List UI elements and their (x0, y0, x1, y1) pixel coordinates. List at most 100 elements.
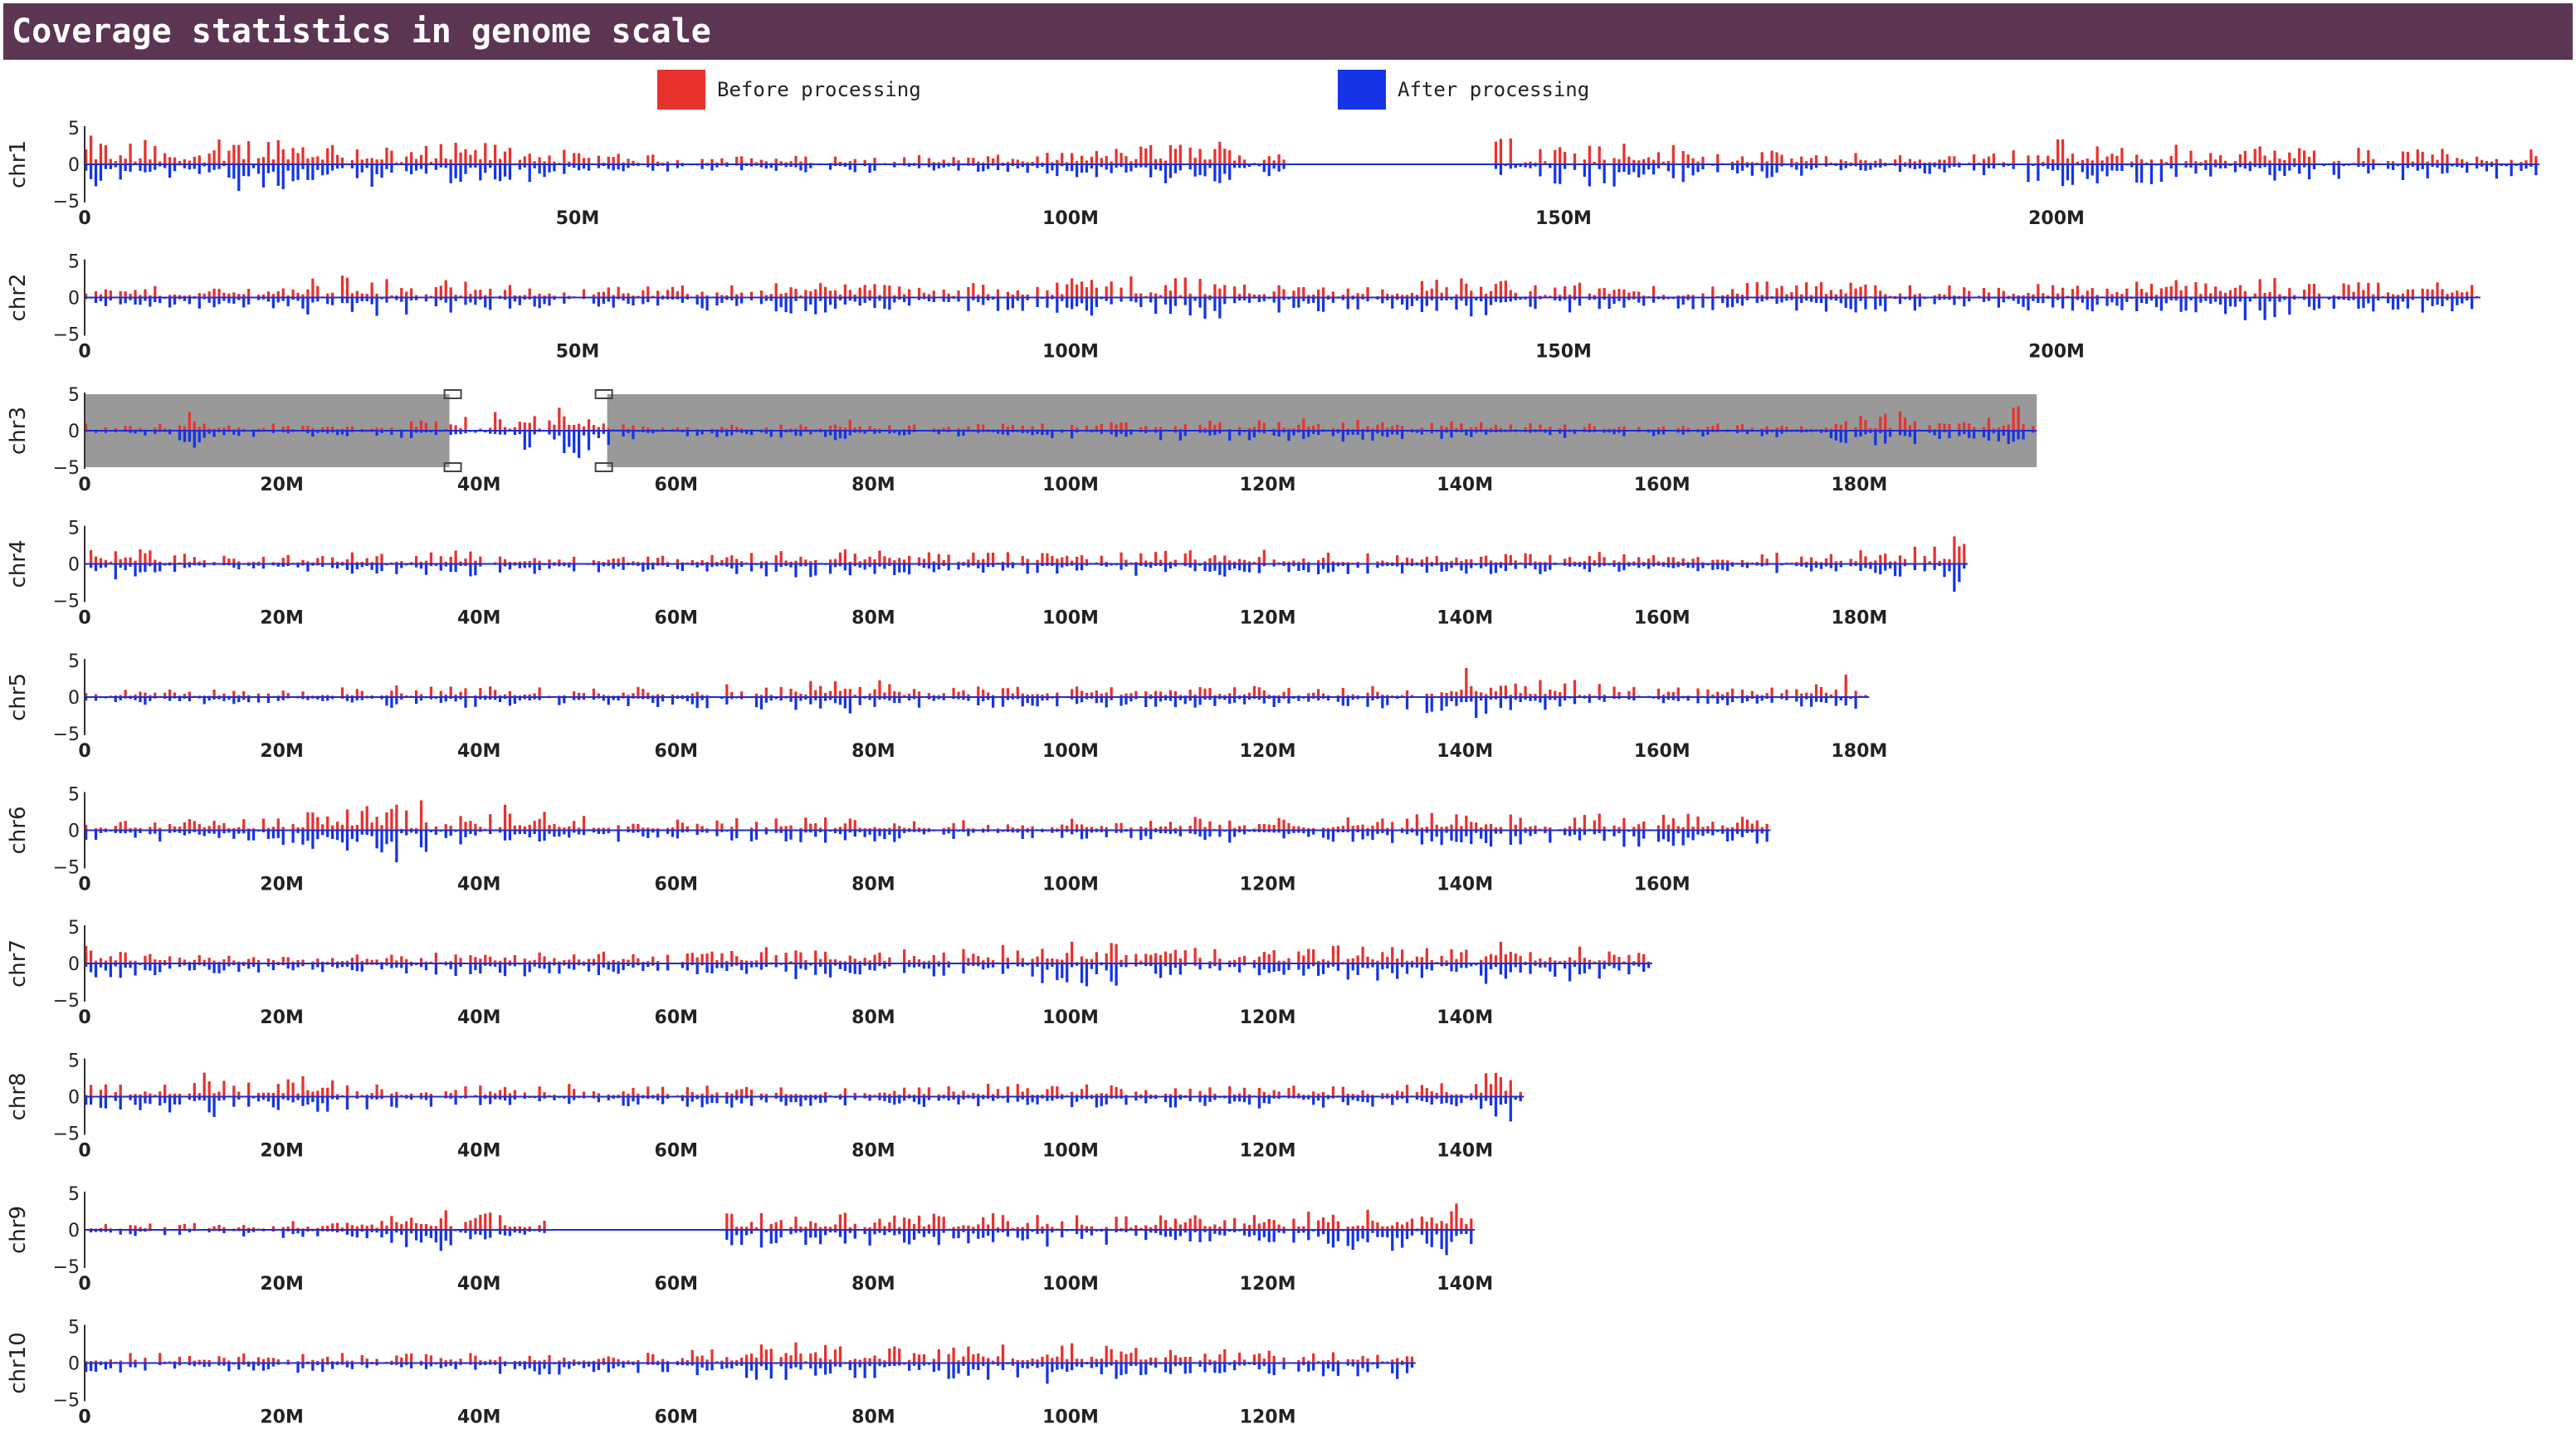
bar-after (907, 297, 911, 306)
bar-before (301, 827, 305, 831)
bar-after (1006, 431, 1010, 436)
bar-after (301, 697, 305, 700)
bar-after (2056, 297, 2060, 300)
bar-after (129, 431, 132, 433)
bar-after (1874, 164, 1877, 168)
bar-before (1637, 160, 1641, 164)
selection-handle[interactable] (443, 389, 462, 399)
bar-after (789, 297, 793, 314)
bar-after (1617, 830, 1621, 834)
bar-before (2357, 282, 2360, 298)
bar-before (489, 159, 492, 164)
bar-before (410, 562, 413, 564)
bar-after (1208, 697, 1212, 700)
bar-after (237, 297, 241, 300)
bar-after (1272, 164, 1276, 169)
bar-after (390, 697, 393, 709)
bar-after (1529, 563, 1532, 566)
bar-before (1331, 827, 1335, 831)
bar-before (168, 157, 172, 164)
selection-handle[interactable] (443, 462, 462, 472)
selection-handle[interactable] (594, 389, 613, 399)
bar-after (1824, 563, 1828, 567)
bar-before (1760, 827, 1764, 831)
bar-before (784, 826, 788, 831)
bar-after (89, 164, 93, 179)
bar-before (1691, 295, 1695, 298)
bar-before (1445, 693, 1448, 697)
bar-before (942, 289, 945, 298)
bar-after (1805, 697, 1808, 700)
bar-after (528, 697, 531, 701)
bar-after (1775, 563, 1778, 573)
selection-handle[interactable] (594, 462, 613, 472)
bar-before (1006, 427, 1010, 431)
bar-after (2027, 297, 2030, 311)
bar-after (1420, 563, 1424, 567)
bar-before (1105, 827, 1108, 831)
bar-before (543, 161, 546, 164)
bar-before (1814, 286, 1818, 298)
bar-before (429, 552, 433, 564)
bar-before (1198, 818, 1202, 831)
legend-item-after[interactable]: After processing (1338, 70, 1589, 110)
bar-before (1100, 555, 1103, 564)
bar-after (1164, 164, 1168, 183)
bar-before (1612, 290, 1616, 298)
bar-before (1120, 153, 1123, 164)
bar-before (414, 427, 418, 431)
bar-before (548, 825, 551, 831)
bar-before (819, 283, 822, 298)
bar-before (553, 295, 556, 298)
bar-before (134, 560, 137, 564)
bar-before (232, 292, 236, 298)
bar-before (1568, 826, 1572, 831)
bar-after (893, 563, 896, 576)
bar-before (1499, 827, 1503, 831)
bar-after (1159, 431, 1163, 441)
bar-after (607, 431, 610, 446)
bar-after (340, 431, 344, 435)
bar-after (651, 164, 655, 171)
bar-after (1125, 563, 1128, 567)
bar-after (1573, 431, 1577, 434)
bar-after (104, 830, 108, 832)
bar-before (2332, 161, 2335, 164)
bar-before (114, 428, 117, 431)
bar-before (429, 686, 433, 697)
bar-before (410, 152, 413, 164)
bar-after (1775, 164, 1778, 173)
bar-before (1277, 817, 1281, 831)
bar-before (1509, 138, 1512, 164)
legend-item-before[interactable]: Before processing (657, 70, 921, 110)
bar-before (853, 820, 856, 831)
bar-before (198, 824, 201, 831)
bar-before (666, 827, 670, 831)
bar-before (1775, 152, 1778, 164)
bar-before (1292, 290, 1295, 298)
bar-before (232, 827, 236, 831)
bar-before (1164, 826, 1168, 831)
bar-before (740, 428, 744, 431)
bar-after (405, 830, 408, 836)
bar-after (848, 563, 851, 576)
bar-before (266, 827, 271, 831)
bar-after (1381, 697, 1384, 709)
bar-before (163, 960, 167, 963)
bar-before (1775, 288, 1778, 298)
bar-after (651, 563, 655, 570)
bar-after (99, 164, 103, 181)
bar-before (2466, 291, 2469, 298)
bar-before (868, 828, 871, 831)
bar-after (582, 164, 586, 169)
bar-after (2273, 297, 2276, 318)
bar-after (1006, 164, 1010, 173)
